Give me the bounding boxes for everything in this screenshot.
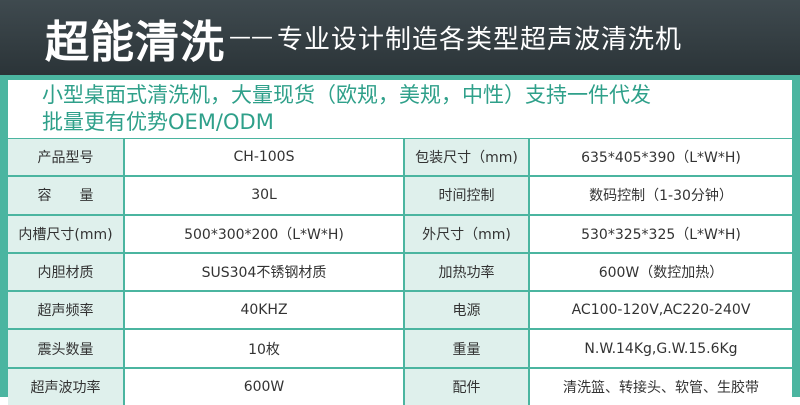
spec-value: 30L [123, 175, 403, 214]
table-row: 产品型号 CH-100S 包装尺寸（mm) 635*405*390（L*W*H) [8, 139, 792, 176]
intro-line-2: 批量更有优势OEM/ODM [42, 110, 274, 134]
spec-value: 530*325*325（L*W*H) [528, 213, 792, 252]
table-row: 震头数量 10枚 重量 N.W.14Kg,G.W.15.6Kg [8, 328, 792, 367]
spec-value: 600W（数控加热） [528, 251, 792, 291]
spec-value: 635*405*390（L*W*H) [528, 139, 792, 176]
spec-value: 清洗篮、转接头、软管、生胶带 [528, 366, 792, 405]
spec-label: 重量 [403, 328, 528, 367]
spec-label: 外尺寸（mm) [403, 213, 528, 252]
table-row: 容 量 30L 时间控制 数码控制（1-30分钟） [8, 175, 792, 214]
table-row: 内胆材质 SUS304不锈钢材质 加热功率 600W（数控加热） [8, 251, 792, 291]
spec-value: AC100-120V,AC220-240V [528, 290, 792, 329]
spec-value: 600W [123, 366, 403, 405]
table-row: 超声波功率 600W 配件 清洗篮、转接头、软管、生胶带 [8, 366, 792, 405]
spec-label: 容 量 [8, 175, 123, 214]
spec-label: 产品型号 [8, 139, 123, 176]
spec-table: 产品型号 CH-100S 包装尺寸（mm) 635*405*390（L*W*H)… [8, 139, 792, 405]
spec-label: 超声频率 [8, 290, 123, 329]
tagline: 专业设计制造各类型超声波清洗机 [277, 25, 683, 55]
spec-value: N.W.14Kg,G.W.15.6Kg [528, 328, 792, 367]
spec-label: 加热功率 [403, 251, 528, 291]
intro-box: 小型桌面式清洗机，大量现货（欧规，美规，中性）支持一件代发 批量更有优势OEM/… [8, 80, 792, 138]
header-banner: 超能清洗 —— 专业设计制造各类型超声波清洗机 [0, 0, 800, 75]
spec-label: 时间控制 [403, 175, 528, 214]
spec-value: 40KHZ [123, 290, 403, 329]
spec-value: SUS304不锈钢材质 [123, 251, 403, 291]
spec-label: 包装尺寸（mm) [403, 139, 528, 176]
spec-label: 配件 [403, 366, 528, 405]
spec-value: CH-100S [123, 139, 403, 176]
spec-value: 数码控制（1-30分钟） [528, 175, 792, 214]
spec-value: 10枚 [123, 328, 403, 367]
spec-label: 内槽尺寸(mm) [8, 213, 123, 252]
spec-label: 内胆材质 [8, 251, 123, 291]
spec-label: 超声波功率 [8, 366, 123, 405]
title-dash: —— [229, 25, 273, 50]
table-row: 内槽尺寸(mm) 500*300*200（L*W*H) 外尺寸（mm) 530*… [8, 213, 792, 252]
table-row: 超声频率 40KHZ 电源 AC100-120V,AC220-240V [8, 290, 792, 329]
spec-value: 500*300*200（L*W*H) [123, 213, 403, 252]
spec-label: 电源 [403, 290, 528, 329]
brand-title: 超能清洗 [45, 16, 225, 68]
spec-label: 震头数量 [8, 328, 123, 367]
intro-line-1: 小型桌面式清洗机，大量现货（欧规，美规，中性）支持一件代发 [42, 83, 651, 107]
